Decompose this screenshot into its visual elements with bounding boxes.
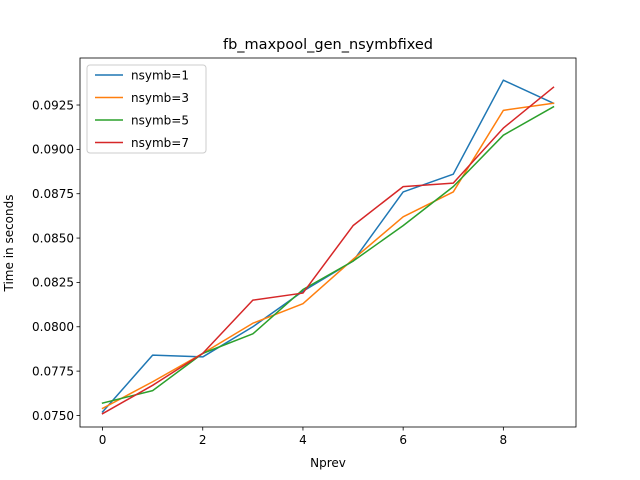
y-tick-label: 0.0850 bbox=[32, 231, 74, 245]
x-tick-label: 0 bbox=[99, 433, 107, 447]
plot-area: 0 2 4 6 8 0.0750 0.0775 0.0800 0.0825 0.0850 0.087… bbox=[32, 57, 577, 447]
x-axis-label: Nprev bbox=[310, 456, 346, 470]
y-tick-label: 0.0775 bbox=[32, 364, 74, 378]
legend-label-4: nsymb=7 bbox=[131, 136, 189, 150]
x-tick-label: 4 bbox=[299, 433, 307, 447]
axes-frame bbox=[79, 57, 577, 428]
y-tick-label: 0.0825 bbox=[32, 276, 74, 290]
legend-label-1: nsymb=1 bbox=[131, 68, 189, 82]
y-tick-label: 0.0750 bbox=[32, 409, 74, 423]
x-tick-label: 6 bbox=[399, 433, 407, 447]
series-line-2 bbox=[101, 102, 555, 410]
y-tick-label: 0.0900 bbox=[32, 143, 74, 157]
chart-title: fb_maxpool_gen_nsymbfixed bbox=[223, 37, 433, 53]
y-tick-label: 0.0875 bbox=[32, 187, 74, 201]
series-line-3 bbox=[101, 105, 555, 404]
x-tick-label: 2 bbox=[199, 433, 207, 447]
x-tick-label: 8 bbox=[500, 433, 508, 447]
legend-box bbox=[86, 64, 207, 154]
legend-label-3: nsymb=5 bbox=[131, 113, 189, 127]
y-axis-label: Time in seconds bbox=[2, 195, 16, 293]
y-tick-label: 0.0800 bbox=[32, 320, 74, 334]
legend-label-2: nsymb=3 bbox=[131, 91, 189, 105]
y-tick-label: 0.0925 bbox=[32, 98, 74, 112]
series-line-4 bbox=[101, 86, 555, 415]
legend: nsymb=1 nsymb=3 nsymb=5 nsymb=7 bbox=[86, 64, 207, 154]
series-line-1 bbox=[101, 79, 555, 413]
